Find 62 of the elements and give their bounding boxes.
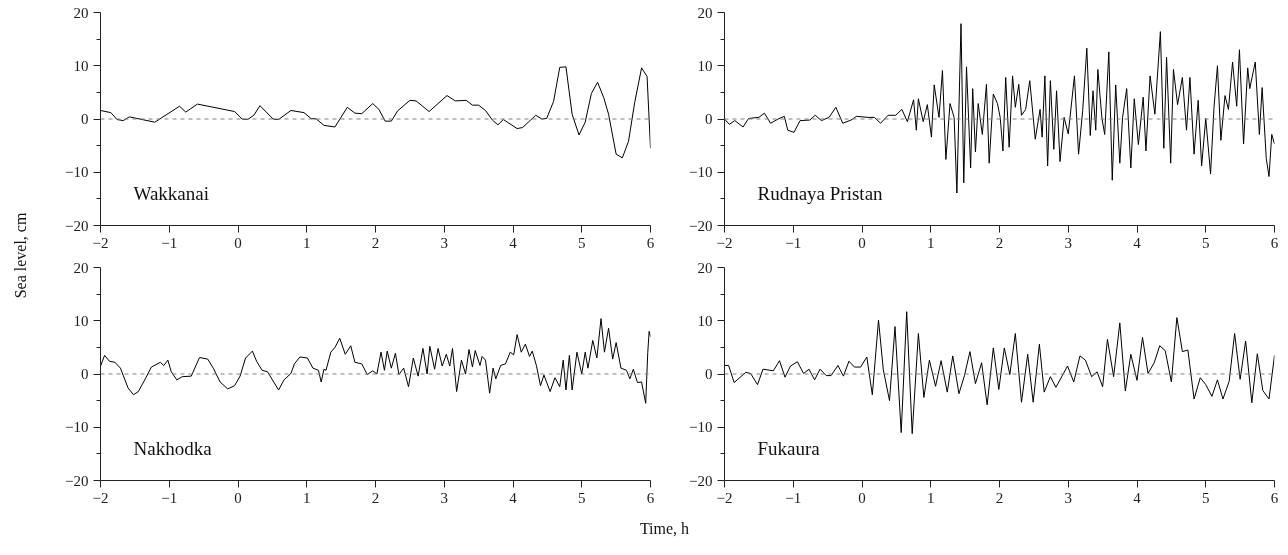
x-tick-label: 1 [927,489,935,506]
x-tick-label: 2 [995,234,1004,251]
x-tick-label: 6 [1270,234,1279,251]
x-tick-label: −1 [161,489,178,506]
x-tick-label: 0 [858,489,866,506]
x-tick-label: 6 [1270,489,1279,506]
x-tick-label: 2 [371,234,380,251]
x-tick-label: 5 [1202,489,1210,506]
y-tick-label: 10 [73,312,89,329]
x-tick-label: 3 [1064,234,1072,251]
y-tick-label: −20 [689,472,713,489]
y-tick-label: −10 [689,164,713,181]
x-tick-label: −2 [92,234,109,251]
x-tick-label: 6 [646,234,655,251]
x-tick-label: 5 [578,489,586,506]
annotation: Fukaura [757,438,821,460]
y-tick-label: −20 [65,472,89,489]
y-tick-label: 20 [73,259,89,276]
x-tick-label: −1 [785,234,802,251]
x-tick-label: −1 [785,489,802,506]
y-tick-label: −10 [65,419,89,436]
x-tick-label: 5 [578,234,586,251]
x-tick-label: 4 [509,489,518,506]
x-tick-label: 0 [234,234,242,251]
y-tick-label: 10 [697,57,713,74]
x-tick-label: 4 [1133,489,1142,506]
x-tick-label: −1 [161,234,178,251]
x-tick-label: −2 [716,234,733,251]
x-tick-label: 2 [371,489,380,506]
x-tick-label: 4 [1133,234,1142,251]
x-tick-label: 4 [509,234,518,251]
annotation: Wakkanai [133,183,209,205]
x-tick-label: 5 [1202,234,1210,251]
y-tick-label: 10 [73,57,89,74]
x-tick-label: 3 [1064,489,1072,506]
y-tick-label: −20 [689,217,713,234]
x-tick-label: 3 [440,489,448,506]
x-tick-label: 1 [303,489,311,506]
annotation: Nakhodka [133,438,213,460]
x-tick-label: 3 [440,234,448,251]
annotation: Rudnaya Pristan [757,183,884,205]
y-tick-label: 0 [705,111,713,127]
y-tick-label: 0 [81,111,89,127]
x-tick-label: 6 [646,489,655,506]
y-tick-label: 10 [697,312,713,329]
y-tick-label: 20 [697,4,713,21]
y-tick-label: −10 [689,419,713,436]
x-tick-label: 1 [303,234,311,251]
y-tick-label: 20 [697,259,713,276]
y-tick-label: −20 [65,217,89,234]
x-tick-label: 0 [858,234,866,251]
x-tick-label: 2 [995,489,1004,506]
y-tick-label: 0 [81,366,89,382]
x-axis-title: Time, h [639,519,690,537]
y-tick-label: −10 [65,164,89,181]
y-tick-label: 0 [705,366,713,382]
x-tick-label: 0 [234,489,242,506]
x-tick-label: −2 [92,489,109,506]
x-tick-label: 1 [927,234,935,251]
y-axis-title: Sea level, cm [12,212,29,299]
y-tick-label: 20 [73,4,89,21]
x-tick-label: −2 [716,489,733,506]
